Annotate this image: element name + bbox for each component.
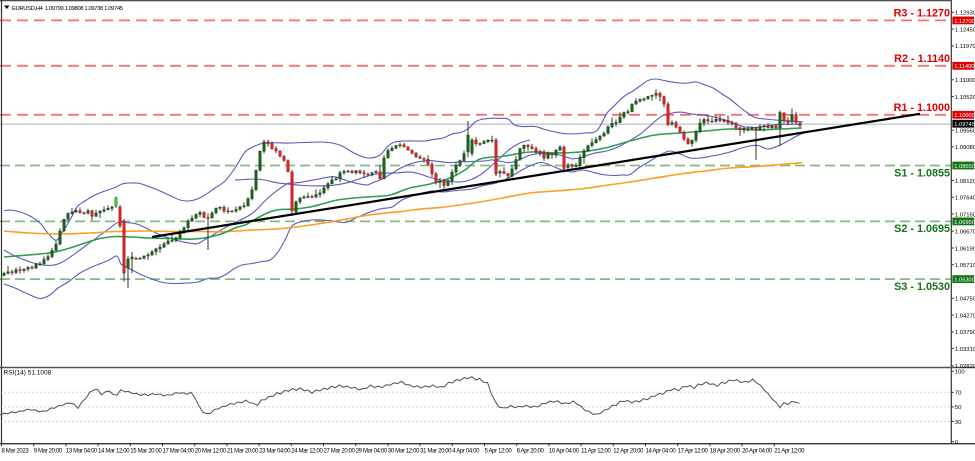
svg-text:14 Mar 12:00: 14 Mar 12:00 bbox=[98, 449, 130, 455]
svg-text:10 Apr 04:00: 10 Apr 04:00 bbox=[549, 449, 580, 455]
svg-text:1.08120: 1.08120 bbox=[955, 179, 975, 185]
svg-text:R3 - 1.1270: R3 - 1.1270 bbox=[894, 8, 950, 20]
svg-text:100: 100 bbox=[955, 370, 966, 376]
svg-text:1.11000: 1.11000 bbox=[955, 78, 975, 84]
svg-text:1.11400: 1.11400 bbox=[954, 64, 974, 70]
svg-text:1.06190: 1.06190 bbox=[955, 246, 975, 252]
svg-text:1.07160: 1.07160 bbox=[955, 212, 975, 218]
svg-text:R1 - 1.1000: R1 - 1.1000 bbox=[894, 102, 950, 114]
svg-text:S1 - 1.0855: S1 - 1.0855 bbox=[894, 167, 950, 179]
svg-text:50: 50 bbox=[955, 405, 962, 411]
svg-text:17 Mar 04:00: 17 Mar 04:00 bbox=[163, 449, 195, 455]
svg-text:21 Apr 12:00: 21 Apr 12:00 bbox=[774, 449, 805, 455]
svg-text:1.09560: 1.09560 bbox=[955, 129, 975, 135]
svg-text:RSI(14) 51.1008: RSI(14) 51.1008 bbox=[4, 370, 52, 377]
svg-text:14 Apr 04:00: 14 Apr 04:00 bbox=[646, 449, 677, 455]
svg-text:27 Mar 20:00: 27 Mar 20:00 bbox=[324, 449, 356, 455]
svg-text:S3 - 1.0530: S3 - 1.0530 bbox=[894, 281, 950, 293]
svg-text:1.10520: 1.10520 bbox=[955, 95, 975, 101]
svg-text:21 Mar 20:00: 21 Mar 20:00 bbox=[227, 449, 259, 455]
svg-text:1.04750: 1.04750 bbox=[955, 297, 975, 303]
svg-text:15 Mar 20:00: 15 Mar 20:00 bbox=[130, 449, 162, 455]
svg-text:1.03310: 1.03310 bbox=[955, 347, 975, 353]
svg-text:1.12700: 1.12700 bbox=[954, 19, 975, 25]
svg-text:13 Mar 04:00: 13 Mar 04:00 bbox=[66, 449, 98, 455]
svg-text:S2 - 1.0695: S2 - 1.0695 bbox=[894, 223, 950, 235]
svg-text:12 Apr 20:00: 12 Apr 20:00 bbox=[613, 449, 644, 455]
svg-text:18 Apr 20:00: 18 Apr 20:00 bbox=[710, 449, 741, 455]
svg-text:20 Mar 12:00: 20 Mar 12:00 bbox=[195, 449, 227, 455]
svg-text:1.06950: 1.06950 bbox=[954, 220, 975, 226]
svg-text:EURUSD,H4 1.09799 1.09808 1.0: EURUSD,H4 1.09799 1.09808 1.09738 1.0974… bbox=[12, 6, 124, 12]
svg-text:30 Mar 12:00: 30 Mar 12:00 bbox=[388, 449, 420, 455]
svg-text:6 Apr 20:00: 6 Apr 20:00 bbox=[517, 449, 545, 455]
svg-text:1.06670: 1.06670 bbox=[955, 230, 975, 236]
svg-text:1.03790: 1.03790 bbox=[955, 330, 975, 336]
svg-text:11 Apr 12:00: 11 Apr 12:00 bbox=[581, 449, 611, 455]
svg-text:20 Apr 04:00: 20 Apr 04:00 bbox=[742, 449, 773, 455]
svg-text:9 Mar 20:00: 9 Mar 20:00 bbox=[34, 449, 63, 455]
svg-text:1.10000: 1.10000 bbox=[954, 113, 975, 119]
svg-text:1.12450: 1.12450 bbox=[955, 27, 975, 33]
svg-text:1.11970: 1.11970 bbox=[955, 44, 975, 50]
svg-text:23 Mar 04:00: 23 Mar 04:00 bbox=[259, 449, 291, 455]
svg-text:31 Mar 20:00: 31 Mar 20:00 bbox=[420, 449, 452, 455]
svg-text:1.08550: 1.08550 bbox=[954, 164, 975, 170]
svg-text:4 Apr 04:00: 4 Apr 04:00 bbox=[452, 449, 480, 455]
svg-text:1.05300: 1.05300 bbox=[954, 278, 975, 284]
svg-text:1.02820: 1.02820 bbox=[955, 364, 975, 370]
svg-text:70: 70 bbox=[955, 391, 962, 397]
svg-text:29 Mar 04:00: 29 Mar 04:00 bbox=[356, 449, 388, 455]
svg-text:1.12930: 1.12930 bbox=[955, 11, 975, 17]
svg-text:1.09745: 1.09745 bbox=[954, 122, 975, 128]
svg-text:0: 0 bbox=[955, 440, 959, 446]
svg-text:R2 - 1.1140: R2 - 1.1140 bbox=[894, 53, 950, 65]
svg-text:5 Apr 12:00: 5 Apr 12:00 bbox=[485, 449, 513, 455]
svg-text:30: 30 bbox=[955, 420, 962, 426]
svg-text:8 Mar 2023: 8 Mar 2023 bbox=[2, 449, 30, 455]
svg-text:1.09080: 1.09080 bbox=[955, 145, 975, 151]
svg-text:17 Apr 12:00: 17 Apr 12:00 bbox=[678, 449, 709, 455]
svg-text:1.07640: 1.07640 bbox=[955, 196, 975, 202]
svg-text:1.05710: 1.05710 bbox=[955, 263, 975, 269]
svg-text:1.04270: 1.04270 bbox=[955, 313, 975, 319]
svg-text:24 Mar 12:00: 24 Mar 12:00 bbox=[291, 449, 323, 455]
